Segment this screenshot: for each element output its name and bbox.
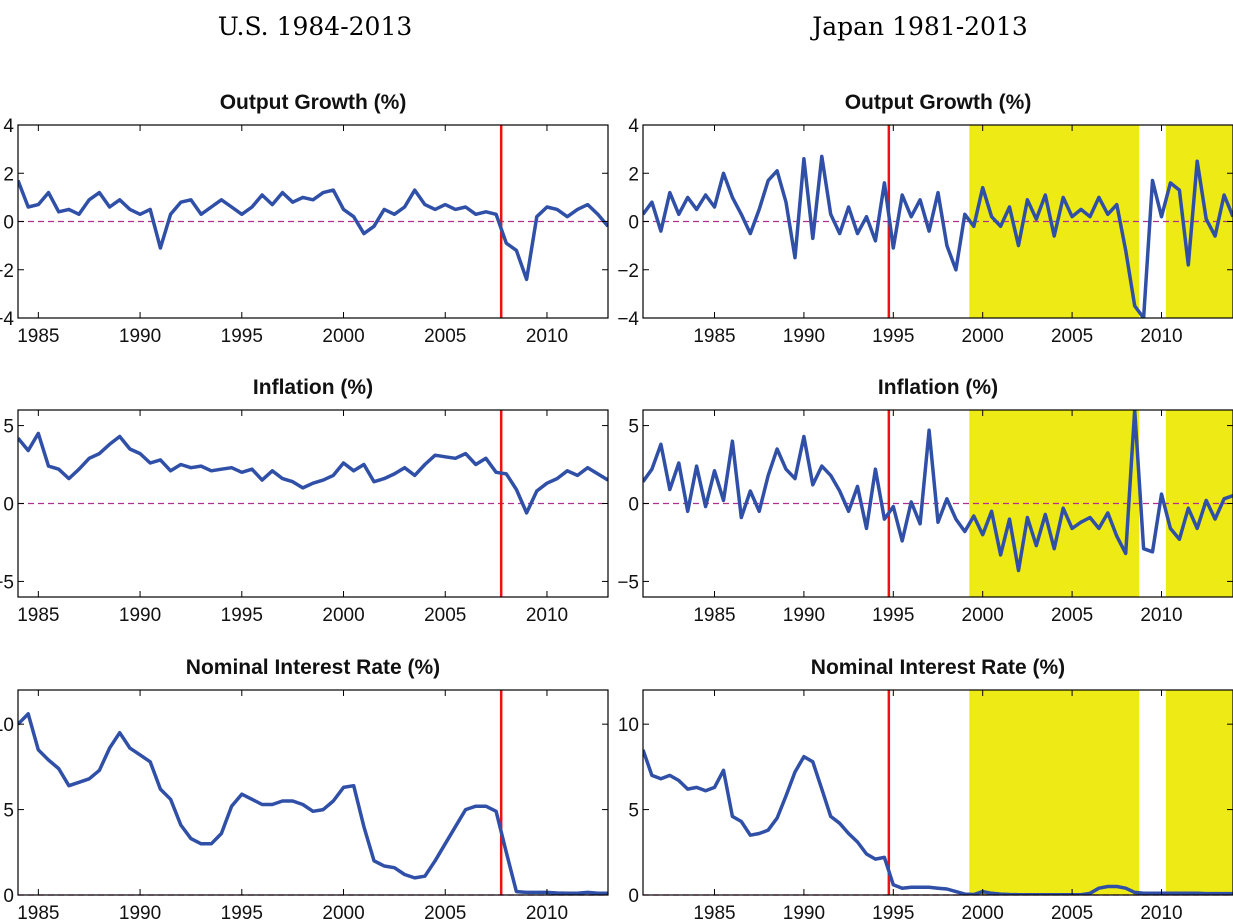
series-line	[643, 749, 1233, 895]
series-line	[18, 179, 608, 282]
y-tick-label: 4	[3, 116, 14, 137]
y-tick-label: 2	[3, 164, 14, 185]
y-tick-label: 4	[628, 116, 639, 137]
x-tick-label: 1990	[783, 903, 825, 924]
y-tick-label: −2	[617, 261, 639, 282]
axes-box	[642, 689, 1233, 896]
x-tick-label: 2010	[526, 326, 568, 347]
chart-panel: Inflation (%) 1985 1990 1995 2000 2005 2010 −5 0…	[617, 376, 1233, 626]
x-tick-label: 2005	[1051, 903, 1093, 924]
y-tick-label: 0	[628, 495, 639, 516]
x-tick-label: 1995	[872, 326, 914, 347]
chart-title: Nominal Interest Rate (%)	[811, 656, 1065, 679]
x-tick-label: 1990	[119, 903, 161, 924]
y-tick-label: 0	[3, 886, 14, 907]
x-tick-label: 1995	[221, 605, 263, 626]
chart-title: Inflation (%)	[878, 376, 998, 399]
chart-title: Inflation (%)	[253, 376, 373, 399]
y-tick-label: 0	[3, 495, 14, 516]
y-tick-label: 5	[628, 801, 639, 822]
x-tick-label: 1990	[119, 605, 161, 626]
y-tick-label: 0	[628, 213, 639, 234]
x-tick-label: 1985	[693, 605, 735, 626]
chart-title: Output Growth (%)	[220, 91, 407, 114]
x-tick-label: 2005	[424, 903, 466, 924]
y-tick-label: −4	[0, 309, 14, 330]
series-line	[18, 431, 608, 515]
x-tick-label: 1995	[221, 903, 263, 924]
y-tick-label: −5	[617, 572, 639, 593]
y-tick-label: −2	[0, 261, 14, 282]
x-tick-label: 2010	[1140, 326, 1182, 347]
x-tick-label: 1985	[693, 903, 735, 924]
x-tick-label: 2000	[322, 903, 364, 924]
x-tick-label: 2005	[1051, 326, 1093, 347]
x-tick-label: 1990	[783, 326, 825, 347]
x-tick-label: 1985	[693, 326, 735, 347]
x-tick-label: 1995	[221, 326, 263, 347]
chart-panel: Nominal Interest Rate (%) 1985 1990 1995 200…	[0, 656, 609, 924]
shaded-region	[969, 690, 1140, 895]
chart-panel: Inflation (%) 1985 1990 1995 2000 2005 2010 −5 0…	[0, 376, 609, 626]
x-tick-label: 1990	[783, 605, 825, 626]
y-tick-label: 5	[3, 417, 14, 438]
us-column-title: U.S. 1984-2013	[217, 12, 413, 41]
x-tick-label: 2000	[322, 326, 364, 347]
chart-panel: Output Growth (%) 1985 1990 1995 2000 2005 201…	[617, 91, 1233, 347]
y-tick-label: 10	[0, 715, 14, 736]
x-tick-label: 1985	[17, 605, 59, 626]
y-tick-label: 0	[3, 213, 14, 234]
x-tick-label: 2005	[424, 605, 466, 626]
x-tick-label: 1985	[17, 903, 59, 924]
x-tick-label: 2000	[322, 605, 364, 626]
x-tick-label: 2010	[526, 605, 568, 626]
x-tick-label: 1995	[872, 605, 914, 626]
shaded-region	[1165, 690, 1233, 895]
y-tick-label: 5	[628, 417, 639, 438]
x-tick-label: 2000	[962, 605, 1004, 626]
x-tick-label: 2005	[424, 326, 466, 347]
y-tick-label: 2	[628, 164, 639, 185]
x-tick-label: 2010	[1140, 903, 1182, 924]
japan-column-title: Japan 1981-2013	[812, 12, 1028, 41]
axes-box	[17, 689, 609, 896]
y-tick-label: 0	[628, 886, 639, 907]
series-line	[643, 410, 1233, 573]
x-tick-label: 1990	[119, 326, 161, 347]
y-tick-label: 10	[618, 715, 639, 736]
x-tick-label: 2000	[962, 903, 1004, 924]
x-tick-label: 1995	[872, 903, 914, 924]
y-tick-label: 5	[3, 801, 14, 822]
series-line	[18, 712, 608, 895]
x-tick-label: 2010	[1140, 605, 1182, 626]
series-line	[643, 154, 1233, 318]
chart-panel: Nominal Interest Rate (%) 1985 1990 1995 200…	[618, 656, 1233, 924]
chart-title: Output Growth (%)	[845, 91, 1032, 114]
x-tick-label: 2000	[962, 326, 1004, 347]
y-tick-label: −5	[0, 572, 14, 593]
chart-panel: Output Growth (%) 1985 1990 1995 2000 2005 201…	[0, 91, 609, 347]
y-tick-label: −4	[617, 309, 639, 330]
x-tick-label: 2010	[526, 903, 568, 924]
chart-title: Nominal Interest Rate (%)	[186, 656, 440, 679]
x-tick-label: 2005	[1051, 605, 1093, 626]
x-tick-label: 1985	[17, 326, 59, 347]
